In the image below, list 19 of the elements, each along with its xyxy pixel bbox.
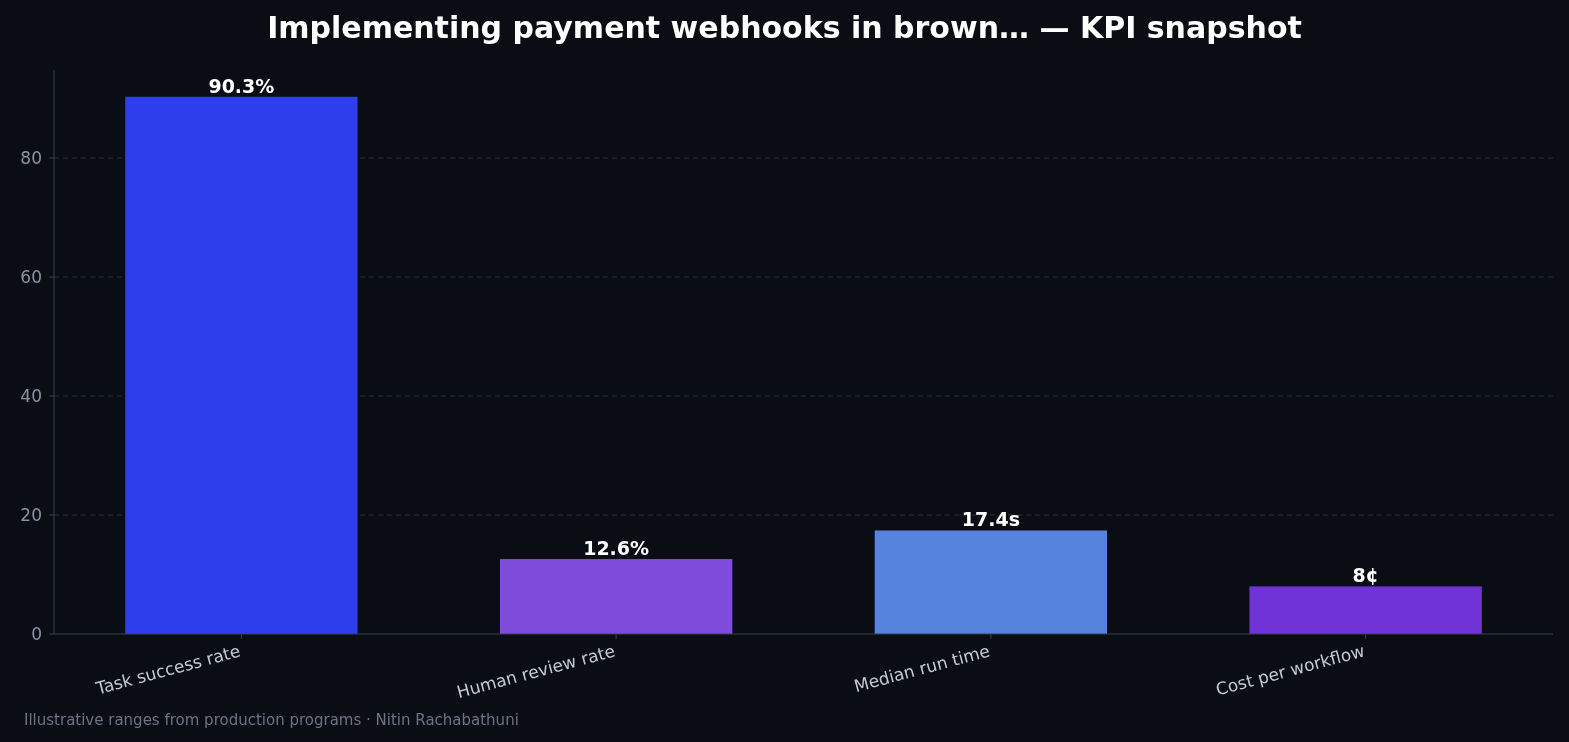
data-label: 17.4s: [961, 508, 1020, 531]
y-tick-label: 0: [31, 623, 42, 644]
chart-title: Implementing payment webhooks in brown… — KPI snapshot: [267, 10, 1302, 45]
bar: [874, 530, 1108, 634]
bar: [1249, 586, 1482, 634]
data-label: 12.6%: [583, 537, 650, 560]
text: Illustrative ranges from production programs · Nitin Rachabathuni: [24, 711, 519, 729]
x-tick-label: Median run time: [851, 640, 992, 696]
data-label: 8¢: [1352, 564, 1379, 587]
x-tick-label: Human review rate: [454, 640, 618, 703]
y-tick-label: 80: [20, 148, 42, 168]
y-tick-label: 40: [20, 385, 42, 406]
x-tick-label: Cost per workflow: [1213, 640, 1367, 700]
y-tick-label: 60: [20, 266, 42, 287]
data-label: 90.3%: [208, 74, 275, 97]
y-tick-label: 20: [20, 504, 42, 525]
x-tick-label: Task success rate: [92, 640, 243, 699]
bar: [125, 96, 358, 634]
bar: [499, 559, 733, 634]
